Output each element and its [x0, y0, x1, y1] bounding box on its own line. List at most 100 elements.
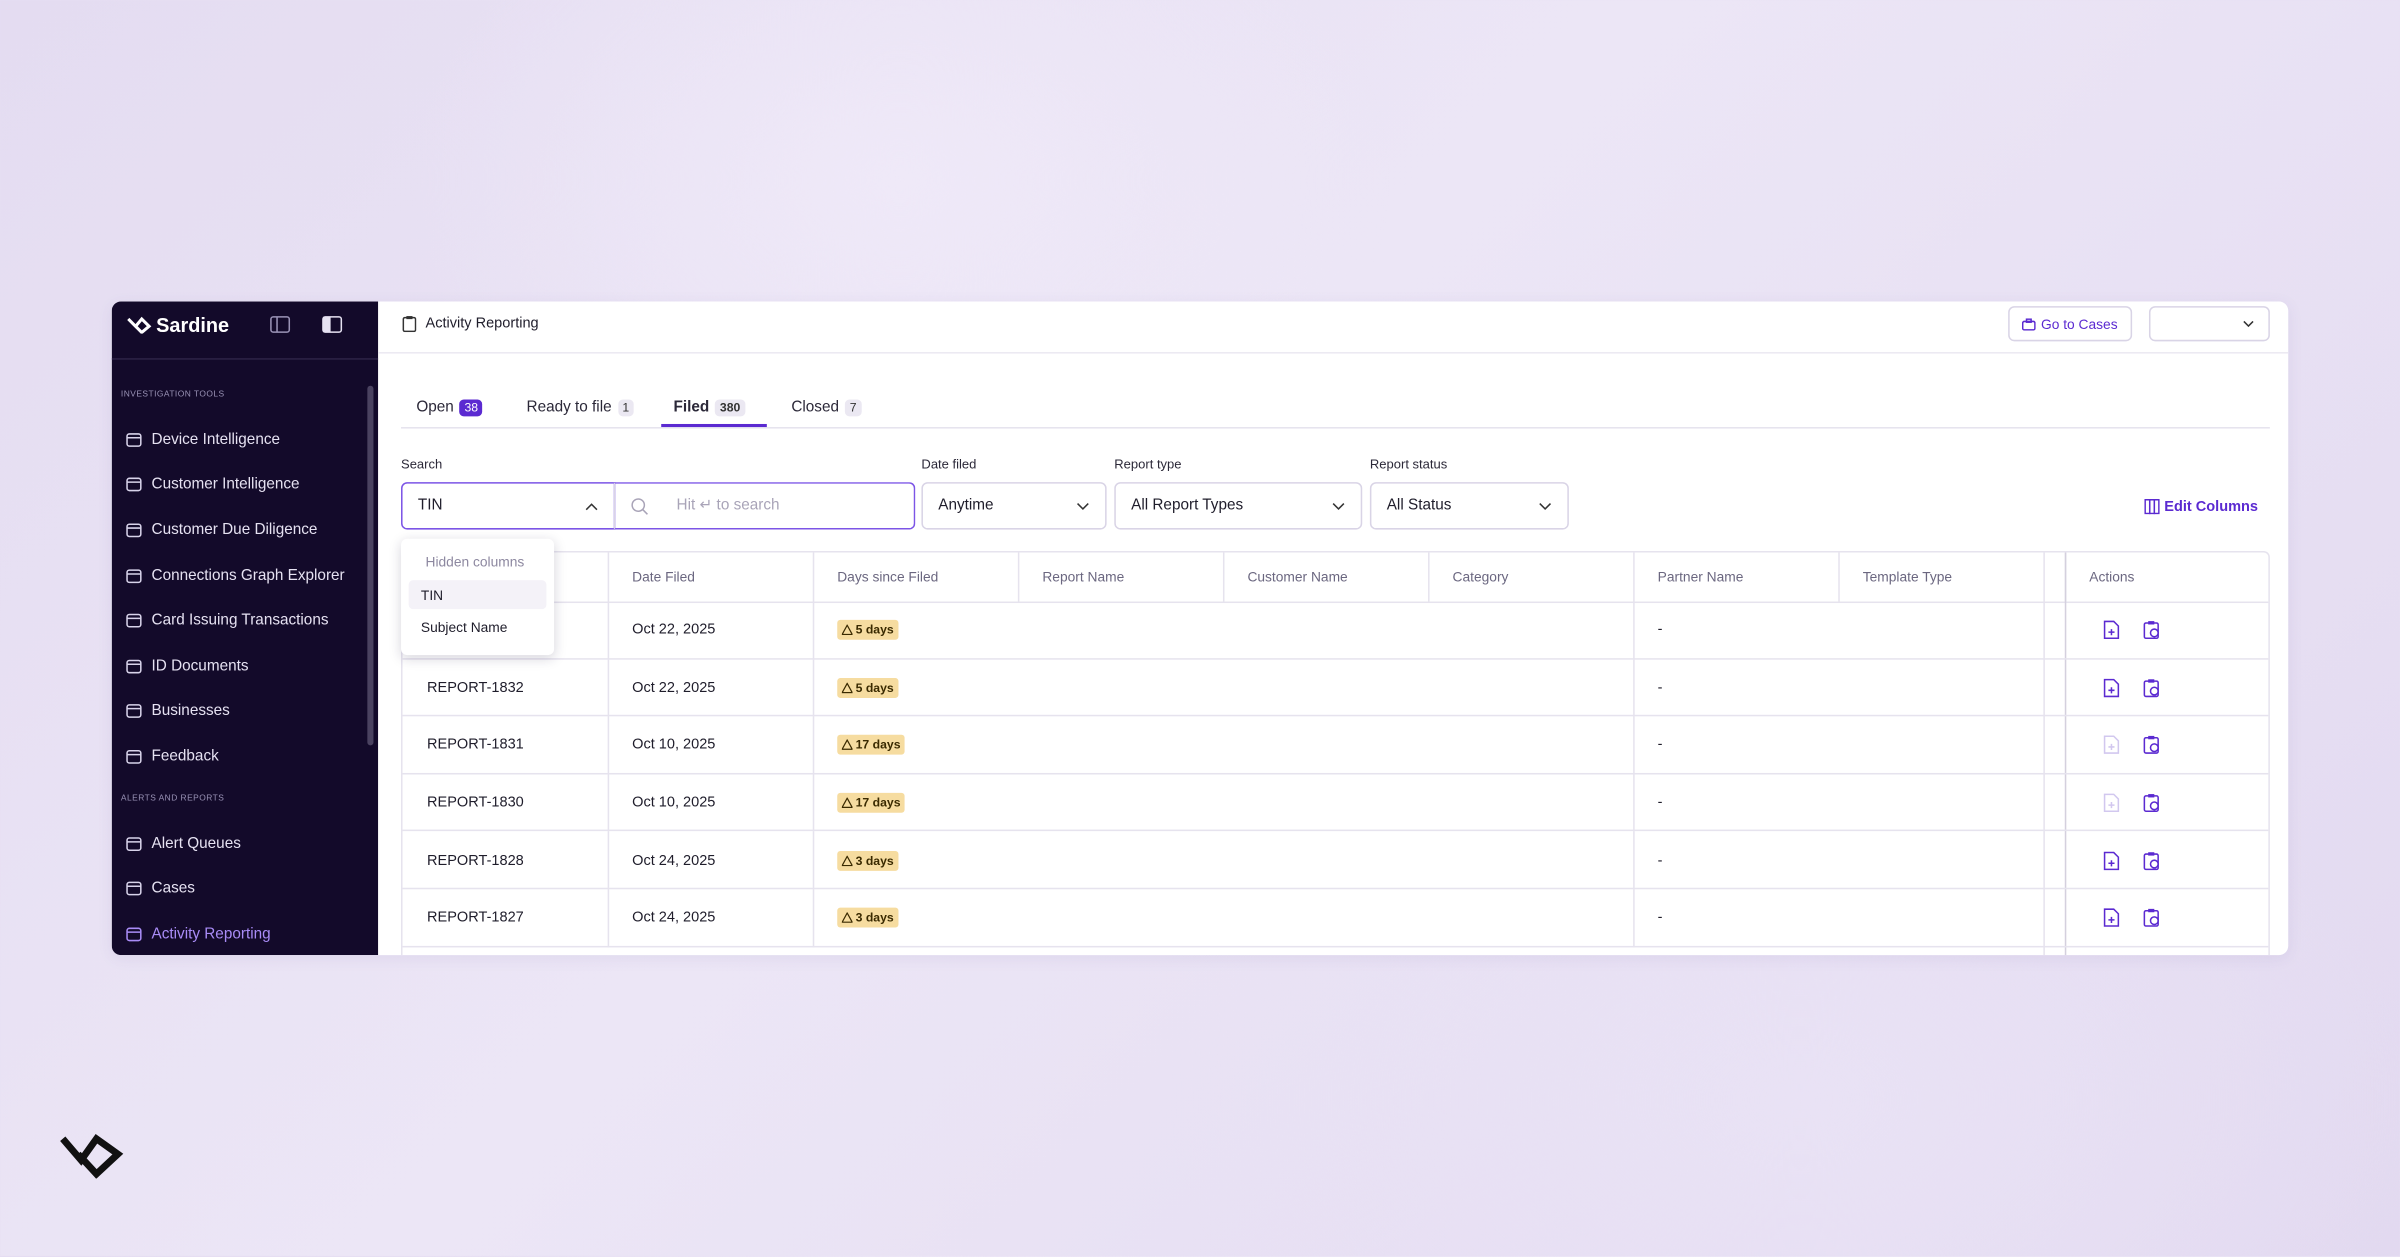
row-divider [1428, 889, 1430, 947]
type-value: All Report Types [1131, 497, 1244, 515]
expand-icon[interactable] [321, 315, 343, 333]
row-divider [1018, 889, 1020, 947]
row-divider [1838, 832, 1840, 890]
actions [2065, 659, 2161, 717]
actions [2065, 889, 2161, 947]
nav-item[interactable]: Alert Queues [126, 831, 241, 855]
collapse-icon[interactable] [269, 315, 291, 333]
column-divider [1428, 552, 1430, 602]
dropdown-heading: Hidden columns [425, 554, 525, 570]
file-action [2103, 735, 2120, 755]
row-divider [1838, 774, 1840, 832]
warning-icon [841, 912, 853, 924]
review-action[interactable] [2143, 620, 2161, 640]
nav-item[interactable]: Customer Intelligence [126, 471, 300, 495]
tab[interactable]: Filed 380 [673, 395, 745, 419]
days-badge: 5 days [837, 620, 899, 641]
nav-item[interactable]: ID Documents [126, 654, 249, 678]
row-divider [1018, 659, 1020, 717]
briefcase-icon [2022, 317, 2037, 330]
warning-icon [841, 624, 853, 636]
days-cell: 5 days [813, 659, 899, 717]
tab-count: 7 [845, 398, 862, 416]
account-select[interactable] [2148, 306, 2270, 342]
days-cell: 5 days [813, 602, 899, 660]
row-divider [812, 716, 815, 775]
tab[interactable]: Closed 7 [791, 395, 862, 419]
column-divider [607, 552, 610, 602]
row-divider [607, 716, 610, 775]
nav-item[interactable]: Connections Graph Explorer [126, 563, 345, 587]
tab[interactable]: Open 38 [416, 395, 483, 419]
nav-item[interactable]: Cases [126, 876, 195, 900]
sidebar: Sardine INVESTIGATION TOOLS Device Intell… [111, 301, 379, 956]
edit-columns-button[interactable]: Edit Columns [2144, 496, 2258, 517]
warning-icon [841, 682, 853, 694]
nav-item[interactable]: Card Issuing Transactions [126, 608, 329, 632]
divider [111, 358, 379, 360]
nav-item[interactable]: Customer Due Diligence [126, 517, 318, 541]
days-cell: 3 days [813, 889, 899, 947]
date-label: Date filed [921, 456, 977, 472]
search-placeholder: Hit ↵ to search [676, 497, 780, 515]
column-select[interactable]: TIN [401, 482, 616, 530]
page-header: Activity Reporting [402, 312, 539, 333]
nav-label: Feedback [151, 747, 219, 765]
row-divider [1633, 659, 1635, 717]
review-action[interactable] [2143, 908, 2161, 928]
row-divider [607, 774, 610, 832]
row-divider [1428, 602, 1430, 660]
dropdown-option[interactable]: TIN [408, 580, 547, 610]
file-action[interactable] [2103, 678, 2120, 698]
tab[interactable]: Ready to file 1 [527, 395, 634, 419]
file-action[interactable] [2103, 851, 2120, 871]
nav-label: Businesses [151, 701, 230, 719]
days-label: 17 days [855, 738, 901, 753]
option-label: Subject Name [420, 619, 508, 635]
column-header: Template Type [1862, 569, 1953, 585]
row-divider [607, 659, 610, 717]
status-select[interactable]: All Status [1369, 482, 1569, 530]
sticky-divider [2043, 552, 2045, 956]
column-dropdown: Hidden columns TIN Subject Name [401, 538, 555, 656]
status-value: All Status [1386, 497, 1452, 515]
review-action[interactable] [2143, 678, 2161, 698]
date-filed: Oct 10, 2025 [632, 736, 716, 754]
column-header: Days since Filed [837, 569, 939, 585]
row-divider [1633, 889, 1635, 947]
row-divider [1018, 717, 1020, 775]
dropdown-option[interactable]: Subject Name [409, 612, 547, 641]
chevron-up [585, 502, 598, 510]
nav-item[interactable]: Device Intelligence [126, 427, 280, 451]
review-action[interactable] [2143, 851, 2161, 871]
row-divider [1223, 659, 1225, 717]
type-select[interactable]: All Report Types [1114, 482, 1363, 530]
days-badge: 3 days [837, 908, 899, 928]
date-filed: Oct 24, 2025 [632, 852, 716, 869]
nav-label: Activity Reporting [151, 925, 271, 943]
review-action[interactable] [2143, 735, 2161, 755]
file-action[interactable] [2103, 908, 2120, 928]
tab-label: Ready to file [526, 398, 612, 416]
scrollbar [367, 385, 374, 746]
file-action[interactable] [2103, 620, 2120, 640]
nav-item[interactable]: Businesses [126, 698, 230, 722]
nav-item[interactable]: Feedback [126, 744, 219, 768]
nav-label: Customer Due Diligence [151, 521, 318, 539]
review-action[interactable] [2143, 793, 2161, 813]
days-label: 5 days [855, 680, 894, 695]
column-divider [1222, 552, 1225, 602]
date-select[interactable]: Anytime [921, 482, 1107, 530]
partner-name: - [1657, 909, 1663, 927]
header-divider [378, 352, 2289, 354]
search-input[interactable]: Hit ↵ to search [613, 482, 916, 530]
row-divider [1428, 774, 1430, 832]
actions [2065, 602, 2161, 660]
button-label: Go to Cases [2041, 316, 2118, 332]
go-to-cases-button[interactable]: Go to Cases [2008, 306, 2133, 342]
clipboard-icon [2143, 621, 2159, 640]
corner-logo [60, 1133, 124, 1179]
nav-icon [126, 749, 142, 764]
nav-icon [126, 476, 142, 491]
nav-item[interactable]: Activity Reporting [126, 921, 271, 945]
